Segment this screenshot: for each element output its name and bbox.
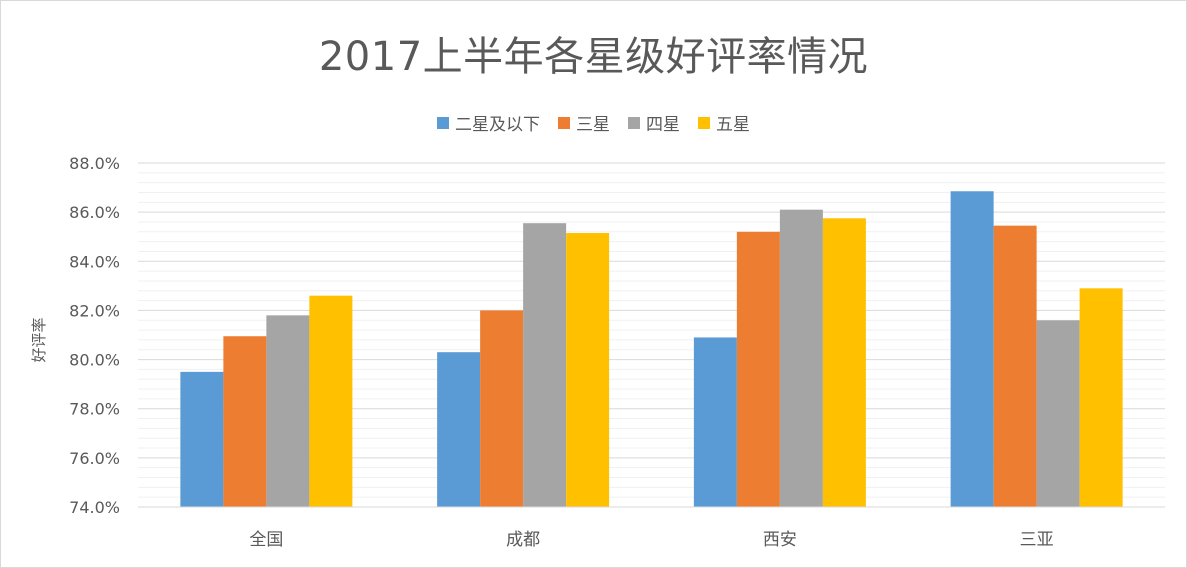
bar-1-2 <box>736 231 780 508</box>
bar-0-2 <box>693 337 737 507</box>
y-tick-label: 74.0% <box>69 498 120 517</box>
y-tick-label: 78.0% <box>69 400 120 419</box>
chart-title: 2017上半年各星级好评率情况 <box>318 34 869 80</box>
legend-swatch-series-0 <box>437 116 449 129</box>
bar-1-0 <box>223 336 267 507</box>
x-tick-label: 全国 <box>249 530 283 550</box>
bar-2-0 <box>266 315 310 507</box>
y-tick-label: 86.0% <box>69 203 120 222</box>
legend-swatch-series-1 <box>558 116 570 129</box>
bar-2-3 <box>1036 320 1080 507</box>
y-tick-label: 80.0% <box>69 351 120 370</box>
legend-item-series-3: 五星 <box>698 110 750 135</box>
bar-3-0 <box>309 295 353 507</box>
bar-1-1 <box>480 310 524 507</box>
bar-0-3 <box>950 191 994 507</box>
bar-0-0 <box>180 371 224 507</box>
legend-swatch-series-3 <box>698 116 710 129</box>
legend-item-series-1: 三星 <box>558 110 610 135</box>
x-tick-label: 西安 <box>763 530 797 550</box>
legend: 二星及以下 三星 四星 五星 <box>0 110 1187 135</box>
legend-label-series-0: 二星及以下 <box>455 115 540 135</box>
y-tick-label: 82.0% <box>69 301 120 320</box>
bar-0-1 <box>437 352 481 507</box>
y-tick-label: 76.0% <box>69 449 120 468</box>
y-tick-label: 88.0% <box>69 154 120 173</box>
x-tick-label: 三亚 <box>1020 530 1054 550</box>
x-tick-label: 成都 <box>506 530 540 550</box>
legend-item-series-2: 四星 <box>628 110 680 135</box>
legend-item-series-0: 二星及以下 <box>437 110 540 135</box>
bar-3-3 <box>1079 288 1123 507</box>
legend-label-series-1: 三星 <box>576 115 610 135</box>
legend-swatch-series-2 <box>628 116 640 129</box>
legend-label-series-3: 五星 <box>716 115 750 135</box>
bar-3-2 <box>822 218 866 508</box>
y-tick-label: 84.0% <box>69 252 120 271</box>
bar-2-1 <box>523 223 567 507</box>
bar-1-3 <box>993 225 1037 507</box>
bar-2-2 <box>779 209 823 507</box>
bar-3-1 <box>566 233 610 507</box>
legend-label-series-2: 四星 <box>646 115 680 135</box>
